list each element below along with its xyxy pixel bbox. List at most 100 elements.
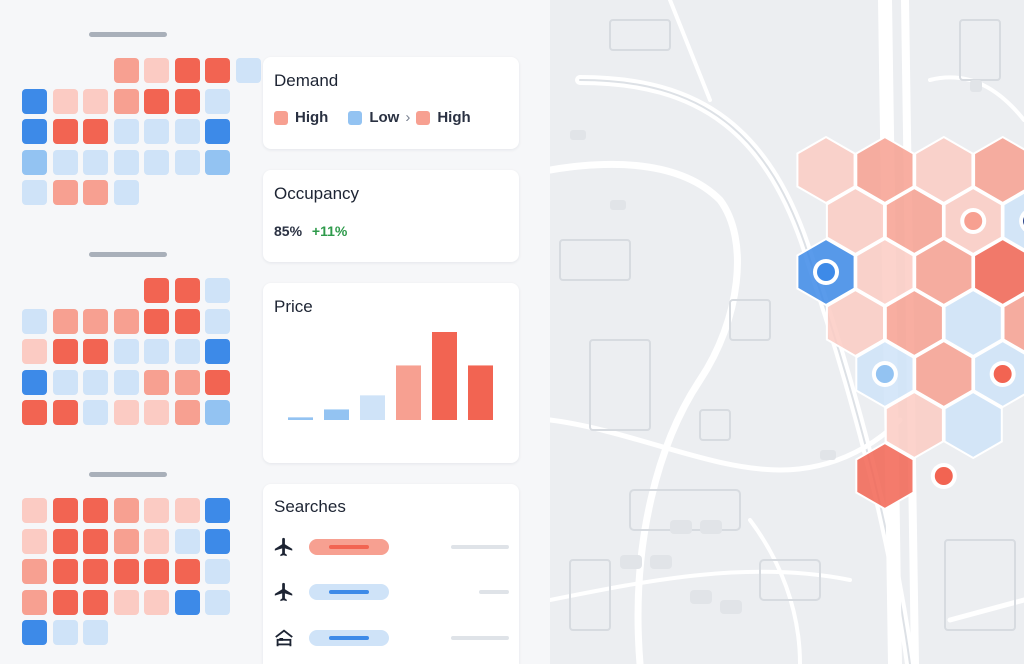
demand-hexagon[interactable] [973, 237, 1024, 307]
calendar-day-cell[interactable] [113, 308, 139, 334]
calendar-day-cell[interactable] [22, 180, 47, 205]
calendar-day-cell[interactable] [83, 180, 108, 205]
calendar-day-cell[interactable] [144, 149, 169, 175]
demand-hexagon[interactable] [1002, 290, 1024, 356]
calendar-day-cell[interactable] [83, 149, 108, 175]
calendar-day-cell[interactable] [144, 369, 169, 395]
calendar-day-cell[interactable] [144, 88, 169, 114]
calendar-day-cell[interactable] [144, 498, 169, 523]
calendar-day-cell[interactable] [22, 400, 47, 425]
drag-handle[interactable] [89, 472, 167, 477]
calendar-day-cell[interactable] [83, 620, 108, 645]
calendar-day-cell[interactable] [144, 559, 169, 584]
calendar-day-cell[interactable] [22, 308, 47, 334]
calendar-day-cell[interactable] [174, 278, 200, 303]
search-row-flights-low[interactable] [273, 580, 509, 604]
demand-hexagon[interactable] [884, 288, 944, 358]
calendar-day-cell[interactable] [52, 369, 78, 395]
calendar-day-cell[interactable] [22, 559, 47, 584]
calendar-day-cell[interactable] [52, 149, 78, 175]
calendar-day-cell[interactable] [52, 559, 78, 584]
calendar-day-cell[interactable] [22, 88, 47, 114]
demand-hexagon[interactable] [943, 390, 1003, 460]
calendar-day-cell[interactable] [113, 58, 139, 83]
calendar-day-cell[interactable] [144, 400, 169, 425]
calendar-day-cell[interactable] [235, 58, 261, 83]
calendar-day-cell[interactable] [113, 528, 139, 554]
calendar-day-cell[interactable] [113, 400, 139, 425]
calendar-day-cell[interactable] [144, 58, 169, 83]
calendar-day-cell[interactable] [83, 559, 108, 584]
calendar-day-cell[interactable] [83, 88, 108, 114]
calendar-day-cell[interactable] [52, 88, 78, 114]
calendar-day-cell[interactable] [22, 589, 47, 615]
calendar-day-cell[interactable] [205, 119, 230, 144]
calendar-day-cell[interactable] [83, 528, 108, 554]
calendar-day-cell[interactable] [205, 308, 230, 334]
demand-card[interactable]: Demand High Low › High [263, 57, 519, 149]
calendar-day-cell[interactable] [52, 498, 78, 523]
calendar-day-cell[interactable] [22, 528, 47, 554]
calendar-day-cell[interactable] [205, 58, 230, 83]
calendar-day-cell[interactable] [22, 620, 47, 645]
calendar-day-cell[interactable] [205, 339, 230, 364]
calendar-day-cell[interactable] [52, 400, 78, 425]
map-view[interactable] [550, 0, 1024, 664]
price-card[interactable]: Price [263, 283, 519, 463]
search-row-hotels[interactable] [273, 626, 509, 650]
calendar-day-cell[interactable] [52, 180, 78, 205]
demand-hexagon[interactable] [884, 390, 944, 460]
calendar-day-cell[interactable] [144, 589, 169, 615]
calendar-day-cell[interactable] [83, 400, 108, 425]
demand-hexagon[interactable] [914, 237, 974, 307]
calendar-day-cell[interactable] [174, 369, 200, 395]
calendar-day-cell[interactable] [205, 528, 230, 554]
calendar-day-cell[interactable] [205, 278, 230, 303]
calendar-day-cell[interactable] [205, 559, 230, 584]
calendar-day-cell[interactable] [83, 339, 108, 364]
calendar-day-cell[interactable] [205, 498, 230, 523]
calendar-day-cell[interactable] [83, 308, 108, 334]
calendar-day-cell[interactable] [22, 369, 47, 395]
occupancy-card[interactable]: Occupancy 85% +11% [263, 170, 519, 262]
demand-hexagon[interactable] [973, 135, 1024, 205]
demand-hexagon[interactable] [855, 441, 915, 511]
calendar-day-cell[interactable] [174, 528, 200, 554]
calendar-day-cell[interactable] [113, 369, 139, 395]
calendar-day-cell[interactable] [174, 498, 200, 523]
demand-hexagon[interactable] [914, 339, 974, 409]
demand-hexagon[interactable] [825, 186, 885, 256]
calendar-day-cell[interactable] [205, 400, 230, 425]
calendar-day-cell[interactable] [113, 339, 139, 364]
calendar-day-cell[interactable] [205, 589, 230, 615]
calendar-day-cell[interactable] [174, 589, 200, 615]
calendar-day-cell[interactable] [113, 589, 139, 615]
search-row-flights-high[interactable] [273, 535, 509, 559]
drag-handle[interactable] [89, 252, 167, 257]
demand-hexagon[interactable] [914, 135, 974, 205]
calendar-day-cell[interactable] [52, 339, 78, 364]
calendar-day-cell[interactable] [174, 149, 200, 175]
calendar-day-cell[interactable] [22, 119, 47, 144]
demand-hexagon[interactable] [855, 135, 915, 205]
calendar-day-cell[interactable] [144, 119, 169, 144]
calendar-day-cell[interactable] [22, 498, 47, 523]
calendar-day-cell[interactable] [83, 589, 108, 615]
calendar-day-cell[interactable] [174, 58, 200, 83]
drag-handle[interactable] [89, 32, 167, 37]
calendar-day-cell[interactable] [144, 308, 169, 334]
demand-hexagon[interactable] [943, 288, 1003, 358]
calendar-day-cell[interactable] [144, 528, 169, 554]
calendar-day-cell[interactable] [52, 528, 78, 554]
demand-hexagon[interactable] [855, 237, 915, 307]
calendar-day-cell[interactable] [52, 620, 78, 645]
calendar-day-cell[interactable] [174, 559, 200, 584]
calendar-day-cell[interactable] [174, 88, 200, 114]
property-marker[interactable] [871, 361, 898, 387]
calendar-day-cell[interactable] [205, 88, 230, 114]
calendar-day-cell[interactable] [83, 369, 108, 395]
calendar-day-cell[interactable] [113, 559, 139, 584]
calendar-day-cell[interactable] [22, 339, 47, 364]
calendar-day-cell[interactable] [144, 278, 169, 303]
calendar-day-cell[interactable] [113, 149, 139, 175]
